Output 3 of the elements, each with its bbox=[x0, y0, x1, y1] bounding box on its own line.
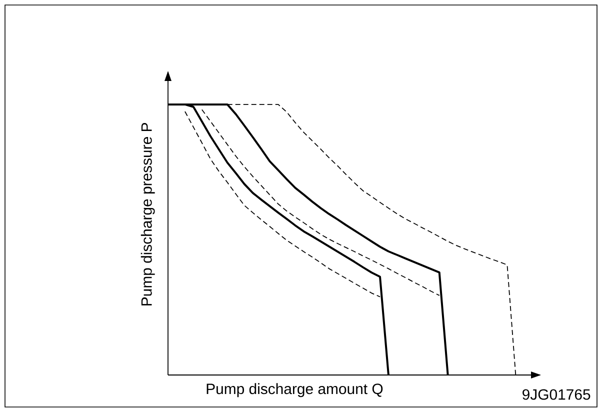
x-axis-title: Pump discharge amount Q bbox=[206, 383, 383, 398]
y-axis-title: Pump discharge pressure P bbox=[140, 123, 155, 306]
text: 9JG01765 bbox=[522, 389, 590, 400]
